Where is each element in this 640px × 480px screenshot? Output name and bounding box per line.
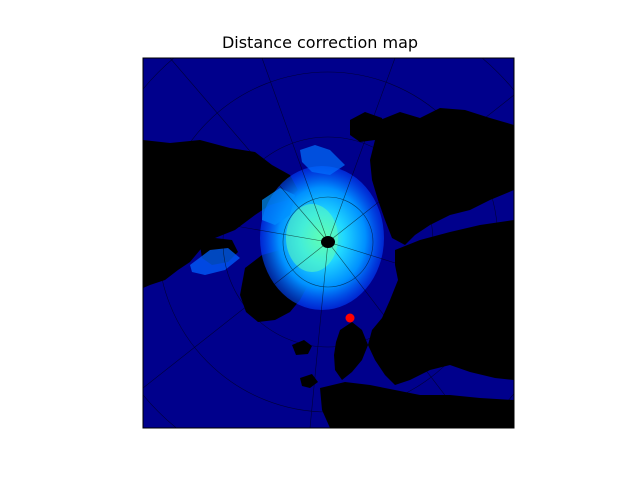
land-europe <box>320 382 514 428</box>
land <box>143 108 514 428</box>
land-eurasia <box>368 220 514 385</box>
graticule-meridian-6 <box>327 241 471 428</box>
land-islands-sw <box>300 374 318 388</box>
graticule-meridian-7 <box>309 241 329 428</box>
map-title: Distance correction map <box>221 33 419 52</box>
graticule-meridian-9 <box>143 209 329 243</box>
land-scandinavia <box>334 322 368 380</box>
graticule-circle-1 <box>282 196 374 288</box>
graticule <box>143 58 514 428</box>
ice-fringe-canada <box>190 248 240 275</box>
graticule-meridian-3 <box>327 58 396 243</box>
graticule-meridian-1 <box>169 58 329 243</box>
graticule-meridian-4 <box>327 94 514 243</box>
ice-fringe-north <box>300 145 345 175</box>
land-iceland <box>292 340 312 355</box>
north-pole-marker <box>321 236 335 248</box>
graticule-circle-3 <box>157 71 499 413</box>
graticule-circle-2 <box>222 136 434 348</box>
map-area <box>143 58 514 428</box>
ice-bright <box>286 204 338 272</box>
land-siberia <box>370 108 514 245</box>
location-marker <box>345 313 355 323</box>
land-north-america <box>143 140 298 288</box>
graticule-meridian-5 <box>327 241 514 301</box>
land-novaya-zemlya <box>405 255 420 275</box>
land-chukotka <box>350 112 385 142</box>
ice-field <box>190 145 384 310</box>
map-frame <box>142 57 515 429</box>
graticule-meridian-2 <box>261 58 329 243</box>
graticule-meridian-8 <box>143 241 329 389</box>
ice-fringe-west <box>262 188 295 225</box>
